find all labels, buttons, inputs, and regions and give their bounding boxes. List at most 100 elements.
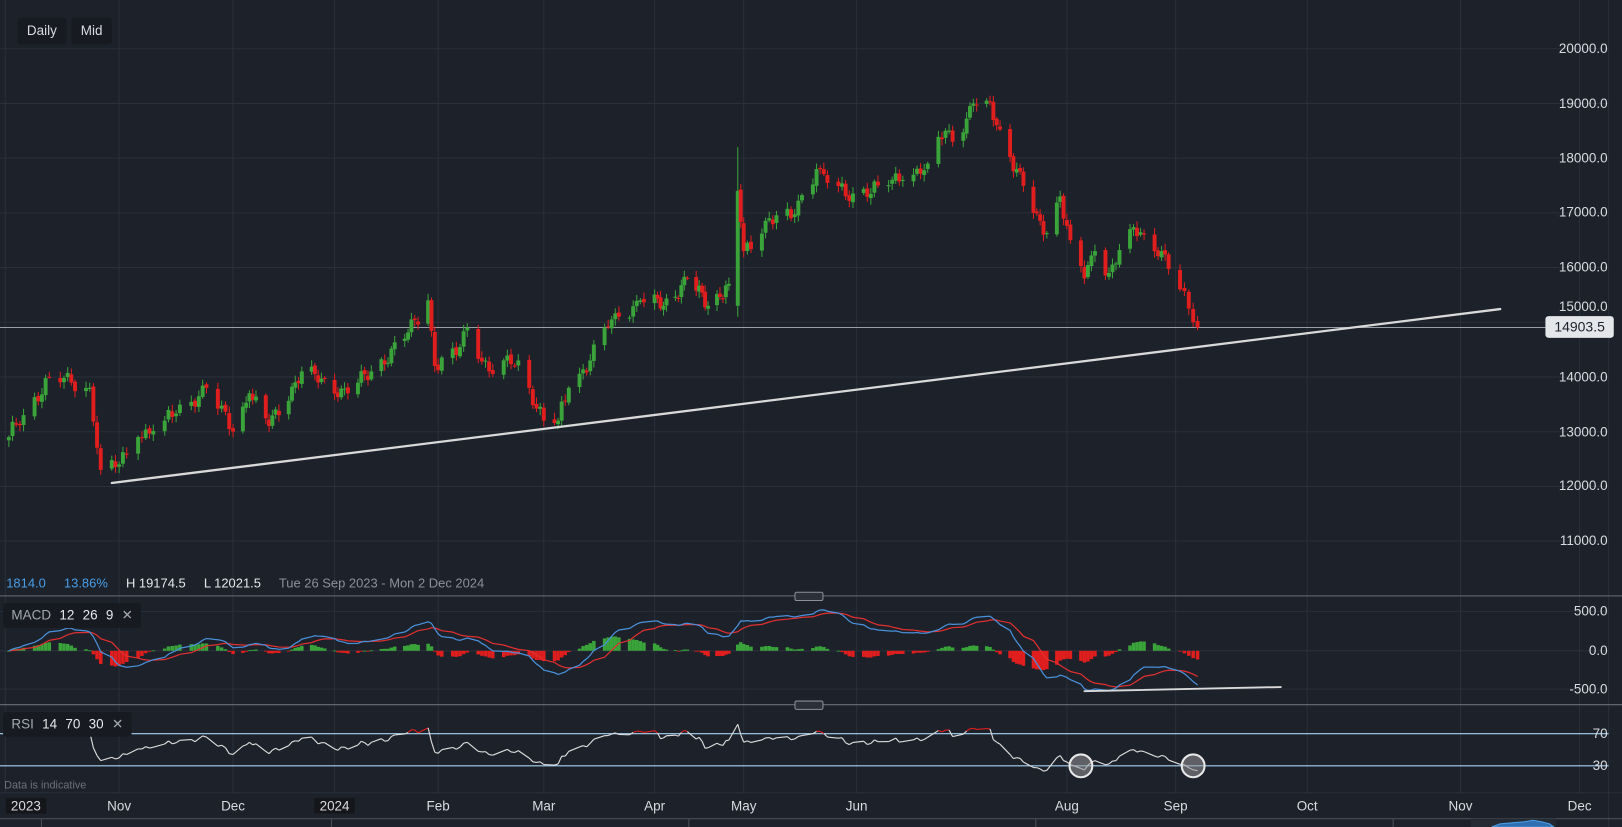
candle-up — [162, 420, 167, 432]
pane-resize-handle[interactable] — [794, 700, 824, 710]
macd-legend[interactable]: MACD 12 26 9 ✕ — [3, 603, 142, 628]
rsi-line-segment — [707, 742, 718, 749]
candle-down — [641, 298, 646, 303]
rsi-marker-circle[interactable] — [1180, 753, 1206, 779]
macd-histogram-bar — [785, 647, 790, 651]
rsi-line-segment — [863, 740, 868, 745]
price-type-button[interactable]: Mid — [71, 17, 112, 45]
rsi-line-segment — [666, 734, 676, 737]
rsi-line-segment — [743, 740, 748, 743]
candle-down — [836, 181, 841, 187]
macd-histogram-bar — [584, 644, 589, 651]
rsi-line-segment — [314, 739, 319, 745]
macd-histogram-bar — [749, 646, 753, 651]
candle-up — [971, 103, 976, 106]
macd-histogram-bar — [1195, 650, 1200, 660]
macd-tick: 500.0 — [1573, 603, 1608, 619]
pane-resize-handle[interactable] — [794, 591, 824, 602]
time-label: Sep — [1163, 797, 1188, 814]
macd-histogram-bar — [250, 649, 255, 651]
candle-up — [1014, 169, 1019, 173]
candle-up — [1044, 233, 1049, 235]
candle-up — [293, 382, 298, 388]
candle-down — [490, 370, 495, 374]
macd-histogram-bar — [984, 646, 989, 651]
candle-up — [273, 409, 278, 415]
rsi-line-segment — [221, 744, 226, 749]
candle-down — [1018, 167, 1023, 172]
candle-down — [789, 209, 794, 219]
rsi-line-segment — [115, 757, 120, 760]
macd-histogram-bar — [988, 646, 992, 651]
candle-down — [527, 359, 532, 388]
rsi-line-segment — [812, 730, 817, 735]
macd-histogram-bar — [673, 650, 678, 652]
macd-trendline[interactable] — [1083, 686, 1282, 693]
macd-histogram-bar — [223, 649, 228, 651]
interval-button[interactable]: Daily — [17, 17, 67, 45]
rsi-legend[interactable]: RSI 14 70 30 ✕ — [3, 711, 132, 737]
candle-down — [479, 357, 484, 362]
candle-down — [263, 395, 268, 419]
rsi-line-segment — [503, 748, 508, 752]
candle-up — [247, 393, 252, 402]
candle-up — [62, 377, 66, 383]
macd-histogram-bar — [264, 650, 268, 652]
rsi-line-segment — [456, 746, 461, 750]
candle-up — [339, 388, 344, 398]
rsi-line-segment — [611, 732, 616, 735]
macd-histogram-bar — [316, 646, 320, 651]
macd-histogram-bar — [409, 644, 414, 651]
candle-up — [166, 409, 171, 420]
candle-down — [276, 410, 281, 416]
rsi-line-segment — [684, 729, 688, 733]
candle-up — [196, 396, 201, 407]
rsi-line-segment — [430, 741, 436, 753]
price-tick: 20000.0 — [1558, 40, 1608, 56]
candle-up — [392, 342, 397, 350]
rsi-line-segment — [172, 742, 177, 745]
macd-histogram-bar — [270, 650, 275, 654]
candle-down — [1068, 224, 1073, 241]
macd-histogram-bar — [767, 645, 771, 651]
macd-histogram-bar — [642, 642, 646, 651]
rsi-line-segment — [380, 738, 386, 742]
rsi-line-segment — [510, 751, 515, 754]
rsi-line-segment — [217, 744, 222, 747]
candle-down — [991, 101, 996, 121]
macd-histogram-bar — [936, 649, 941, 651]
candle-up — [613, 313, 618, 320]
macd-histogram-bar — [296, 647, 301, 651]
macd-histogram-bar — [577, 648, 582, 651]
macd-histogram-bar — [527, 650, 531, 657]
candle-up — [369, 371, 374, 380]
rsi-marker-circle[interactable] — [1068, 753, 1094, 779]
close-icon[interactable]: ✕ — [121, 607, 133, 623]
macd-histogram-bar — [556, 650, 560, 661]
price-tick: 13000.0 — [1558, 423, 1608, 439]
candle-up — [745, 242, 750, 252]
macd-histogram-bar — [918, 650, 923, 653]
macd-histogram-bar — [366, 650, 370, 652]
macd-histogram-bar — [697, 650, 701, 652]
macd-histogram-bar — [412, 644, 417, 651]
candle-up — [591, 344, 596, 361]
macd-histogram-bar — [703, 650, 707, 656]
candle-up — [240, 406, 245, 432]
candle-down — [825, 175, 830, 183]
rsi-line-segment — [557, 756, 563, 765]
rsi-line-segment — [870, 739, 875, 744]
macd-histogram-bar — [724, 650, 728, 655]
candle-down — [487, 361, 492, 372]
candle-up — [1131, 227, 1136, 230]
candle-up — [1117, 249, 1122, 265]
rsi-tick: 70 — [1592, 725, 1608, 741]
rsi-line-segment — [232, 745, 244, 755]
rsi-line-segment — [301, 736, 312, 739]
close-icon[interactable]: ✕ — [111, 716, 124, 732]
macd-histogram-bar — [1035, 650, 1039, 670]
macd-histogram-bar — [47, 642, 52, 651]
candle-down — [95, 422, 100, 448]
price-trendline[interactable] — [110, 307, 1502, 485]
